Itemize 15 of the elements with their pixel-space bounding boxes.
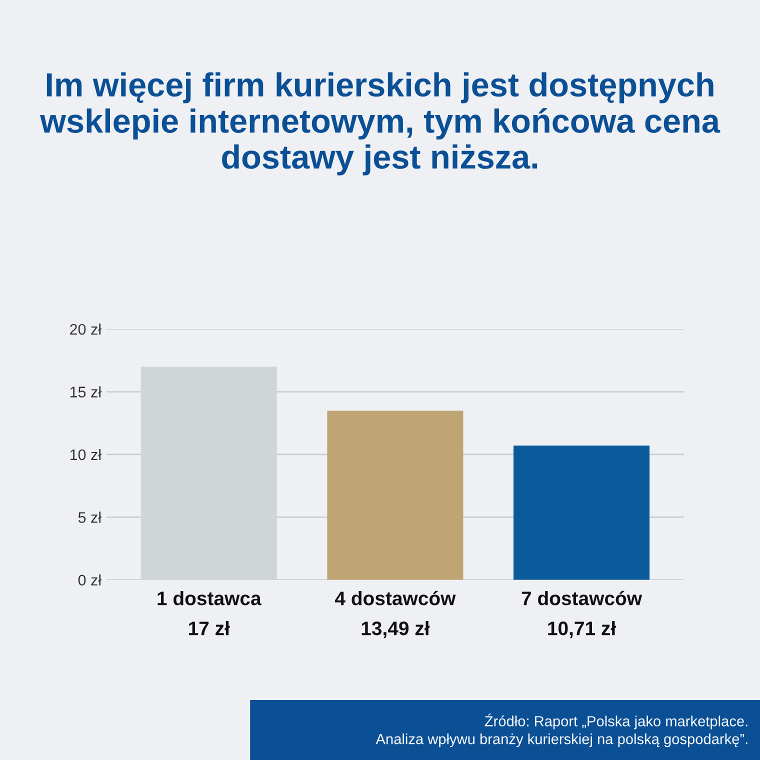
chart-title: Im więcej firm kurierskich jest dostępnych wsklepie internetowym, tym końcowa cena dostawy jest niższa. (40, 72, 720, 176)
data-label: 10,71 zł (548, 620, 616, 638)
x-tick-label: 4 dostawców (334, 590, 456, 606)
text: Źródło: Raport „Polska jako marketplace. Analiza wpływu branży kurierskiej na polską gospodarkę”. (376, 714, 748, 748)
y-tick-label: 15 zł (70, 386, 102, 398)
x-tick-label: 1 dostawca (158, 590, 262, 606)
y-tick-label: 20 zł (70, 324, 102, 335)
data-label: 17 zł (189, 620, 230, 636)
y-tick-label: 10 zł (70, 448, 102, 460)
x-tick-label: 7 dostawców (522, 590, 642, 606)
y-tick-label: 5 zł (78, 512, 102, 523)
bar (327, 410, 464, 580)
y-tick-label: 0 zł (78, 574, 102, 586)
bar (514, 446, 650, 580)
data-label: 13,49 zł (362, 620, 430, 638)
